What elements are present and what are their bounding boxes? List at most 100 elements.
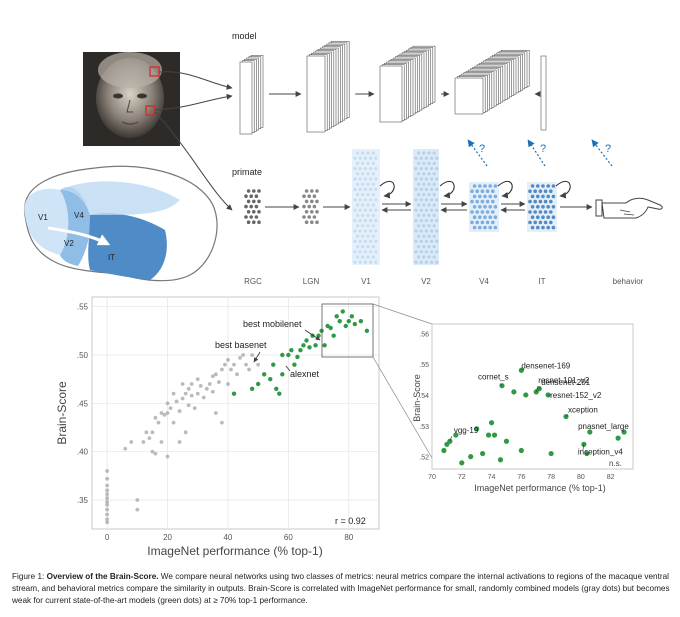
gray-point [162,413,167,417]
main-x-axis-label: ImageNet performance (% top-1) [147,544,322,558]
gray-point [105,469,110,473]
model-layer-stack [379,45,436,123]
inset-point [453,432,459,438]
inset-point-label: densenet-169 [521,361,570,370]
primate-stage [352,149,380,265]
inset-point [459,460,465,466]
gray-point [159,411,164,415]
inset-point-label: densenet-201 [541,378,590,387]
inset-point-label: pnasnet_large [578,422,629,431]
model-layer-stack [306,41,350,133]
green-point [337,318,342,324]
main-x-tick-label: 40 [223,533,232,542]
gray-point [250,353,255,357]
main-y-tick-label: .50 [77,351,89,360]
gray-point [135,498,140,502]
main-correlation-label: r = 0.92 [335,516,366,526]
inset-x-tick-label: 78 [547,474,555,481]
inset-point [485,432,492,438]
gray-point [216,380,221,384]
main-y-tick-label: .55 [77,303,89,312]
inset-scatter-chart: densenet-169 cornet_s resnet-101_v2densene… [412,323,634,493]
comparison-arrow: ? [527,139,546,167]
main-x-tick-label: 80 [344,533,353,542]
gray-point [229,367,233,372]
figure: V1 V4 V2 IT model primate RGC LGN V1 V2 … [24,31,663,558]
green-point [255,381,261,387]
main-green-points [231,309,370,396]
model-layer-stack [540,55,547,131]
gray-point [174,399,179,404]
inset-x-tick-label: 80 [577,474,585,481]
gray-point [210,374,215,379]
gray-point [186,403,191,408]
comparison-arrow: ? [591,139,613,167]
gray-point [201,395,206,400]
inset-point [474,426,480,432]
caption-lead: Figure 1: [12,572,47,581]
green-point [334,314,339,319]
gray-point [150,449,155,454]
green-point [349,314,355,319]
green-point [313,343,318,348]
green-point [277,391,282,396]
green-point [328,325,333,331]
gray-point [213,372,218,377]
gray-point [241,353,245,357]
green-point [295,354,300,360]
gray-point [195,377,200,382]
main-x-tick-label: 60 [284,533,293,542]
inset-point [523,392,529,398]
primate-stages [243,149,593,265]
green-point [319,328,324,334]
main-y-tick-label: .40 [77,448,89,457]
inset-x-tick-label: 82 [607,474,615,481]
main-y-ticks: .35 .40 .45 .50 .55 [77,303,89,505]
green-point [301,343,306,348]
caption-body: We compare neural networks using two cla… [12,572,670,605]
gray-point [171,420,176,425]
inset-point-label: vgg-19 [454,426,479,435]
inset-x-tick-label: 74 [488,474,496,481]
green-point [331,333,336,338]
gray-point [232,362,236,367]
gray-point [168,406,173,411]
model-label: model [232,31,257,41]
gray-point [177,409,182,413]
gray-point [153,451,158,456]
green-point [358,318,364,324]
gray-point [165,454,170,459]
gray-point [105,488,110,493]
model-layer-stack [239,55,264,135]
model-primate-diagram: V1 V4 V2 IT model primate RGC LGN V1 V2 … [24,31,663,286]
green-point [322,343,327,348]
inset-point-label: resnet-152_v2 [550,391,602,400]
green-point [271,362,276,367]
inset-x-tick-label: 72 [458,474,466,481]
inset-x-tick-label: 76 [517,474,525,481]
main-x-ticks: 0 20 40 60 80 [105,533,354,542]
green-point [231,391,237,396]
gray-point [189,393,194,398]
hand-pressing-button-icon [595,197,663,219]
gray-point [198,384,203,388]
zoom-connector-line [372,303,433,325]
gray-point [183,391,188,396]
gray-point [105,512,110,517]
green-point [346,318,351,324]
inset-labeled-point [581,441,587,447]
gray-point [189,382,194,386]
inset-point [615,435,621,441]
green-point [340,309,345,314]
zoom-region-box [321,303,374,358]
brain-label-v1: V1 [38,213,48,222]
gray-point [183,430,188,435]
inset-point-label: xception [568,406,598,415]
main-scatter-chart: 0 20 40 60 80 .35 .40 .45 .50 .55 ImageNet perfo… [55,296,433,558]
gray-point [105,507,110,512]
gray-point [180,396,185,401]
green-point [249,386,255,392]
gray-point [195,391,200,396]
primate-stage [243,187,263,227]
gray-point [105,517,110,522]
